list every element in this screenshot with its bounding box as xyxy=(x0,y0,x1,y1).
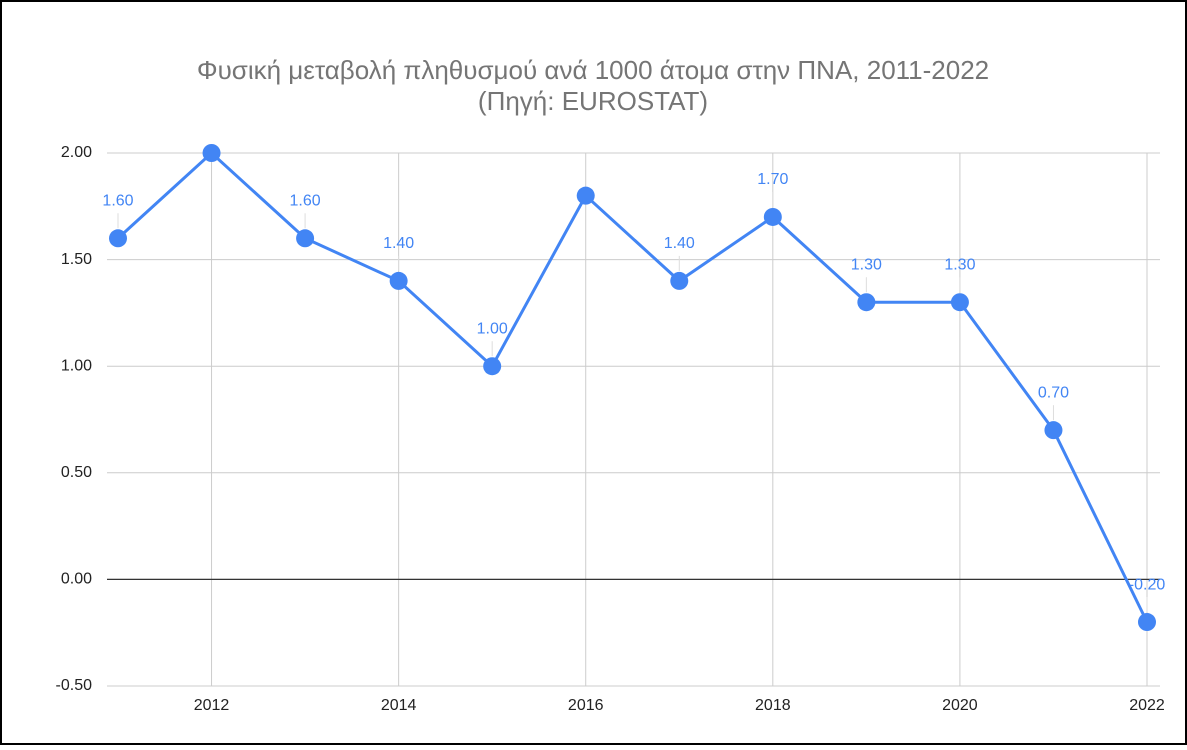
data-point xyxy=(576,186,595,205)
x-tick-label: 2014 xyxy=(381,697,417,714)
data-label: 1.00 xyxy=(477,320,508,337)
x-tick-label: 2012 xyxy=(194,697,230,714)
data-point xyxy=(389,271,408,290)
y-tick-label: 2.00 xyxy=(61,144,92,161)
data-label: -0.20 xyxy=(1129,576,1166,593)
chart-subtitle: (Πηγή: EUROSTAT) xyxy=(478,86,708,116)
data-label: 1.40 xyxy=(383,235,414,252)
data-point xyxy=(763,207,782,226)
data-point xyxy=(202,144,221,162)
y-tick-label: 0.00 xyxy=(61,571,92,588)
data-label: 1.30 xyxy=(944,256,975,273)
x-tick-label: 2020 xyxy=(942,697,978,714)
data-point xyxy=(857,293,876,312)
data-label: 0.70 xyxy=(1038,384,1069,401)
y-tick-label: 1.50 xyxy=(61,251,92,268)
data-label: 1.60 xyxy=(290,192,321,209)
x-tick-label: 2022 xyxy=(1129,697,1165,714)
x-tick-label: 2018 xyxy=(755,697,791,714)
chart-title: Φυσική μεταβολή πληθυσμού ανά 1000 άτομα… xyxy=(197,55,989,85)
x-tick-label: 2016 xyxy=(568,697,604,714)
y-tick-label: 0.50 xyxy=(61,464,92,481)
data-label: 1.30 xyxy=(851,256,882,273)
data-point xyxy=(670,271,689,290)
y-tick-label: -0.50 xyxy=(56,677,93,694)
data-point xyxy=(296,229,315,248)
data-point xyxy=(1138,613,1156,632)
data-point xyxy=(1044,421,1063,440)
y-tick-label: 1.00 xyxy=(61,357,92,374)
data-point xyxy=(109,229,127,248)
data-label: 1.40 xyxy=(664,235,695,252)
data-line xyxy=(116,150,1149,623)
data-label: 1.70 xyxy=(757,171,788,188)
data-point xyxy=(483,357,502,376)
data-point xyxy=(950,293,969,312)
data-label: 1.60 xyxy=(102,192,133,209)
